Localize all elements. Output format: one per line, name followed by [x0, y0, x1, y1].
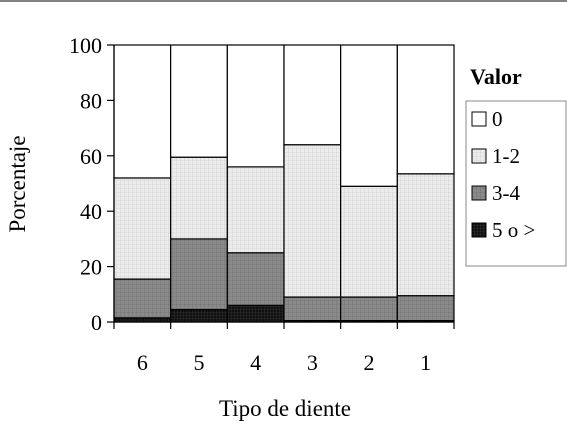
bar-segment	[113, 317, 172, 323]
legend-swatch	[471, 148, 487, 164]
bar-segment	[170, 44, 228, 158]
bar-segment	[170, 238, 228, 311]
bar-segment	[283, 296, 342, 322]
bar-segment	[340, 185, 398, 298]
legend-swatch	[471, 185, 487, 201]
x-tick-label: 6	[137, 350, 148, 375]
legend-swatch	[471, 222, 487, 238]
bar-segment	[340, 44, 398, 187]
legend: Valor 0 1-2 3-4 5 o >	[465, 64, 567, 267]
y-tick-label: 0	[91, 310, 102, 335]
legend-title: Valor	[470, 64, 522, 89]
bar-segment	[396, 295, 455, 322]
bar-segment	[340, 296, 398, 322]
x-ticks: 6 5 4 3 2 1	[113, 322, 455, 375]
bar-segment	[170, 156, 228, 240]
legend-label: 0	[492, 107, 503, 131]
y-tick-label: 40	[80, 199, 102, 224]
y-tick-label: 20	[80, 255, 102, 280]
bar-segment	[170, 308, 228, 323]
legend-frame	[465, 100, 567, 267]
x-tick-label: 2	[364, 350, 375, 375]
legend-swatch	[471, 111, 487, 127]
bar-segment	[226, 166, 285, 254]
y-axis-label: Porcentaje	[5, 135, 30, 232]
y-tick-label: 80	[80, 88, 102, 113]
x-tick-label: 5	[194, 350, 205, 375]
bar-segment	[226, 304, 285, 323]
legend-label: 3-4	[492, 181, 520, 205]
bar-segment	[283, 44, 342, 146]
bar-segment	[283, 144, 342, 298]
bars-layer	[113, 44, 455, 323]
bar-segment	[396, 173, 455, 297]
x-axis-label: Tipo de diente	[219, 396, 351, 421]
bar-segment	[396, 44, 455, 175]
legend-label: 5 o >	[492, 218, 535, 242]
bar-segment	[113, 177, 172, 280]
y-tick-label: 100	[69, 33, 102, 58]
y-tick-label: 60	[80, 144, 102, 169]
x-tick-label: 4	[250, 350, 261, 375]
bar-segment	[113, 44, 172, 179]
y-ticks: 0 20 40 60 80 100	[69, 33, 114, 335]
x-tick-label: 1	[420, 350, 431, 375]
bar-segment	[113, 278, 172, 319]
legend-label: 1-2	[492, 144, 520, 168]
bar-segment	[226, 252, 285, 306]
bar-segment	[226, 44, 285, 168]
x-tick-label: 3	[307, 350, 318, 375]
